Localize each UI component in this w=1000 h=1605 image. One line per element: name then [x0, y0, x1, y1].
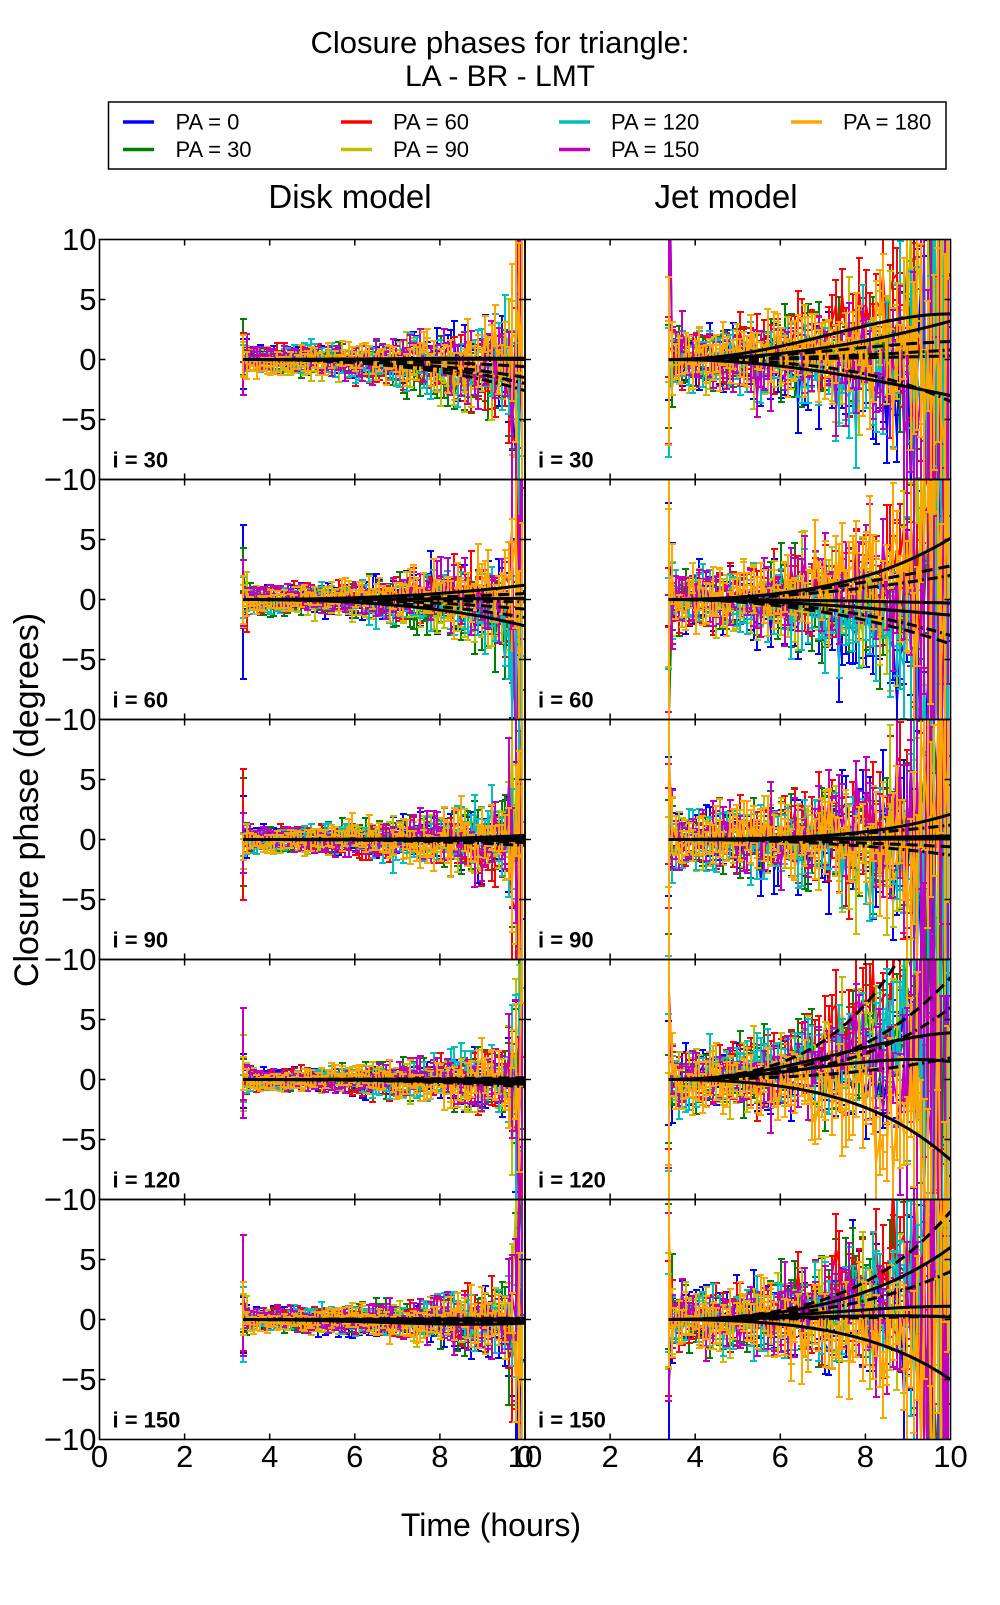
svg-text:−10: −10 — [44, 702, 97, 737]
svg-text:i = 150: i = 150 — [113, 1408, 181, 1433]
svg-text:i = 30: i = 30 — [113, 448, 169, 473]
svg-text:10: 10 — [933, 1439, 967, 1474]
svg-text:i = 60: i = 60 — [113, 688, 169, 713]
svg-text:Closure phases for triangle:: Closure phases for triangle: — [310, 25, 689, 60]
svg-text:5: 5 — [79, 1242, 96, 1277]
svg-text:10: 10 — [62, 222, 96, 257]
svg-text:i = 60: i = 60 — [538, 688, 594, 713]
svg-text:LA - BR - LMT: LA - BR - LMT — [405, 60, 595, 93]
svg-text:PA = 120: PA = 120 — [611, 110, 699, 135]
svg-text:8: 8 — [857, 1439, 874, 1474]
svg-text:−10: −10 — [44, 1182, 97, 1217]
svg-text:0: 0 — [79, 1302, 96, 1337]
svg-text:PA = 30: PA = 30 — [176, 137, 252, 162]
svg-text:10: 10 — [508, 1439, 542, 1474]
svg-text:5: 5 — [79, 522, 96, 557]
svg-text:0: 0 — [516, 1439, 533, 1474]
svg-text:i = 150: i = 150 — [538, 1408, 606, 1433]
svg-text:−5: −5 — [61, 1122, 96, 1157]
svg-text:6: 6 — [772, 1439, 789, 1474]
svg-text:−5: −5 — [61, 402, 96, 437]
svg-text:−5: −5 — [61, 642, 96, 677]
svg-text:0: 0 — [91, 1439, 108, 1474]
svg-text:PA = 150: PA = 150 — [611, 137, 699, 162]
svg-text:PA = 90: PA = 90 — [393, 137, 469, 162]
svg-text:−10: −10 — [44, 942, 97, 977]
svg-text:i = 90: i = 90 — [113, 928, 169, 953]
svg-text:−5: −5 — [61, 1362, 96, 1397]
svg-text:PA = 0: PA = 0 — [176, 110, 240, 135]
svg-text:2: 2 — [176, 1439, 193, 1474]
svg-text:6: 6 — [346, 1439, 363, 1474]
svg-text:PA = 180: PA = 180 — [843, 110, 931, 135]
svg-text:−10: −10 — [44, 1422, 97, 1457]
svg-text:Closure phase (degrees): Closure phase (degrees) — [8, 613, 46, 987]
svg-text:i = 120: i = 120 — [538, 1168, 606, 1193]
svg-text:2: 2 — [601, 1439, 618, 1474]
svg-text:−10: −10 — [44, 462, 97, 497]
svg-text:PA = 60: PA = 60 — [393, 110, 469, 135]
svg-text:Time (hours): Time (hours) — [401, 1507, 581, 1543]
svg-text:Disk model: Disk model — [268, 178, 431, 215]
svg-text:8: 8 — [431, 1439, 448, 1474]
svg-text:−5: −5 — [61, 882, 96, 917]
svg-text:0: 0 — [79, 582, 96, 617]
svg-text:4: 4 — [261, 1439, 278, 1474]
svg-text:5: 5 — [79, 1002, 96, 1037]
svg-text:0: 0 — [79, 822, 96, 857]
svg-text:0: 0 — [79, 1062, 96, 1097]
svg-text:5: 5 — [79, 762, 96, 797]
svg-text:i = 30: i = 30 — [538, 448, 594, 473]
svg-text:4: 4 — [687, 1439, 704, 1474]
svg-text:Jet model: Jet model — [654, 178, 797, 215]
svg-text:i = 120: i = 120 — [113, 1168, 181, 1193]
svg-text:i = 90: i = 90 — [538, 928, 594, 953]
svg-text:5: 5 — [79, 282, 96, 317]
svg-text:0: 0 — [79, 342, 96, 377]
